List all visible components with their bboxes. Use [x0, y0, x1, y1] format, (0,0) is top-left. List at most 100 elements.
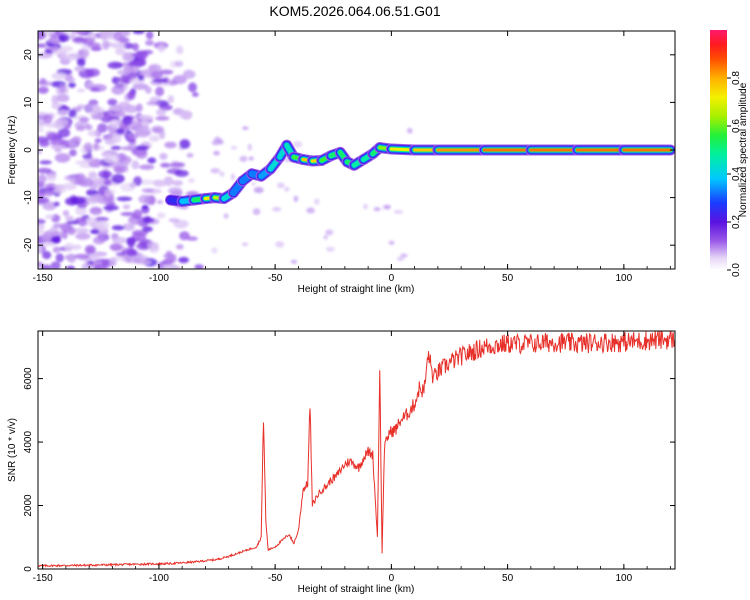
spectrogram-noise	[38, 31, 413, 269]
noise-blob	[150, 70, 163, 79]
x-tick-label: 0	[389, 273, 395, 284]
noise-blob	[116, 196, 133, 202]
colorbar	[710, 30, 727, 270]
y-tick-label: 10	[23, 96, 34, 108]
noise-blob	[98, 170, 113, 179]
noise-blob	[38, 139, 50, 148]
noise-blob	[56, 93, 70, 103]
noise-blob	[113, 166, 125, 174]
noise-blob	[133, 209, 143, 219]
noise-blob	[104, 189, 113, 198]
noise-blob	[393, 209, 404, 214]
x-tick-label: 50	[502, 273, 514, 284]
y-tick-label: 6000	[23, 367, 34, 390]
noise-blob	[51, 236, 60, 244]
noise-blob	[74, 227, 89, 234]
spectrogram-y-label: Frequency (Hz)	[7, 116, 18, 185]
noise-blob	[142, 217, 155, 223]
noise-blob	[85, 217, 97, 226]
noise-blob	[116, 31, 131, 37]
noise-blob	[111, 133, 122, 144]
noise-blob	[400, 253, 408, 258]
noise-blob	[111, 85, 125, 95]
noise-blob	[131, 160, 140, 170]
noise-blob	[47, 38, 63, 44]
noise-blob	[69, 149, 77, 157]
x-tick-label: -50	[268, 573, 283, 584]
noise-blob	[64, 175, 78, 181]
snr-x-label: Height of straight line (km)	[298, 584, 415, 595]
noise-blob	[38, 149, 43, 155]
noise-blob	[38, 52, 53, 59]
noise-blob	[57, 128, 71, 138]
y-tick-label: 0	[23, 147, 34, 153]
noise-blob	[65, 215, 74, 222]
noise-blob	[56, 109, 69, 117]
noise-blob	[38, 181, 46, 189]
noise-blob	[119, 38, 129, 44]
noise-blob	[223, 213, 229, 219]
noise-blob	[168, 187, 183, 195]
colorbar-tick-label: 0.0	[731, 263, 742, 277]
noise-blob	[87, 42, 101, 48]
colorbar-label: Normalized spectral amplitude	[738, 82, 749, 217]
noise-blob	[117, 69, 131, 76]
noise-blob	[230, 173, 235, 181]
snr-y-label: SNR (10 * v/v)	[7, 418, 18, 482]
noise-blob	[135, 145, 150, 151]
noise-blob	[136, 242, 152, 251]
noise-blob	[314, 198, 320, 205]
y-tick-label: 20	[23, 49, 34, 61]
noise-blob	[51, 72, 67, 80]
x-tick-label: 100	[616, 273, 633, 284]
snr-frame	[37, 330, 676, 570]
noise-blob	[272, 207, 282, 212]
noise-blob	[78, 220, 88, 227]
noise-blob	[42, 201, 57, 211]
noise-blob	[323, 235, 328, 240]
noise-blob	[38, 125, 45, 133]
noise-blob	[130, 60, 146, 66]
noise-blob	[114, 48, 126, 56]
noise-blob	[163, 253, 177, 259]
noise-blob	[152, 78, 169, 83]
noise-blob	[140, 69, 152, 78]
colorbar-tick-label: 0.2	[731, 215, 742, 229]
noise-blob	[292, 141, 303, 148]
noise-blob	[44, 190, 54, 197]
noise-blob	[92, 236, 106, 245]
noise-blob	[188, 82, 197, 93]
noise-blob	[134, 125, 151, 136]
noise-blob	[85, 124, 93, 131]
noise-blob	[117, 155, 132, 165]
spectrogram-signal	[165, 139, 675, 207]
noise-blob	[213, 150, 220, 156]
noise-blob	[87, 130, 99, 137]
noise-blob	[38, 31, 46, 34]
noise-blob	[38, 167, 52, 174]
noise-blob	[96, 220, 110, 231]
noise-blob	[135, 259, 152, 265]
noise-blob	[102, 40, 110, 50]
noise-blob	[127, 90, 136, 100]
noise-blob	[149, 65, 157, 71]
noise-blob	[94, 216, 109, 222]
noise-blob	[157, 44, 166, 53]
noise-blob	[100, 31, 109, 41]
x-tick-label: -100	[149, 573, 169, 584]
noise-blob	[74, 65, 86, 72]
noise-blob	[64, 242, 74, 252]
noise-blob	[74, 160, 89, 165]
snr-x-axis: -150 -100 -50 0 50 100	[33, 331, 671, 584]
noise-blob	[147, 157, 157, 164]
noise-blob	[67, 253, 77, 263]
noise-blob	[70, 244, 82, 250]
noise-blob	[38, 245, 43, 253]
noise-blob	[51, 94, 59, 104]
snr-background	[38, 331, 675, 569]
snr-panel: -150 -100 -50 0 50 100 0 2000 4000 6000 Height o…	[7, 330, 676, 595]
noise-blob	[91, 112, 105, 120]
noise-blob	[50, 138, 67, 147]
x-tick-label: -50	[268, 273, 283, 284]
